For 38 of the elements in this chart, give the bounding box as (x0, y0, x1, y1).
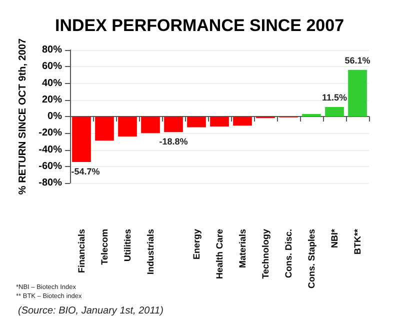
x-tick-label: NBI* (330, 228, 340, 248)
bar (164, 116, 183, 132)
x-tick-label: Cons. Staples (306, 229, 316, 289)
y-tick-label: -20% (38, 128, 62, 139)
bar (118, 116, 137, 136)
x-tick-label: BTK** (352, 228, 362, 255)
x-tick-label: Cons. Disc. (284, 229, 294, 278)
x-tick-label: Financials (76, 229, 86, 274)
bar (325, 106, 344, 116)
data-label: -18.8% (159, 136, 188, 147)
x-tick-label: Telecom (100, 229, 110, 265)
data-label: 56.1% (344, 55, 370, 66)
data-label: 11.5% (322, 92, 348, 102)
y-tick-label: 20% (42, 94, 62, 106)
x-tick-label: Energy (192, 229, 202, 260)
bar (233, 116, 252, 126)
bar (210, 116, 229, 126)
y-tick-label: 40% (42, 78, 62, 89)
text: (Source: BIO, January 1st, 2011) (18, 306, 164, 316)
y-tick-label: -40% (38, 144, 62, 156)
chart-title: INDEX PERFORMANCE SINCE 2007 (54, 16, 344, 35)
bar (348, 70, 367, 116)
x-tick-label: Utilities (122, 229, 132, 262)
bar (72, 116, 91, 162)
y-tick-label: -60% (38, 160, 62, 172)
y-tick-label: 60% (42, 61, 62, 72)
x-tick-label: Industrials (146, 229, 156, 275)
x-tick-label: Materials (238, 229, 248, 268)
bar (187, 116, 206, 128)
data-label: -54.7% (71, 166, 100, 176)
y-tick-label: 0% (48, 111, 62, 122)
y-tick-label: -80% (38, 178, 62, 188)
bar (95, 116, 114, 141)
y-tick-label: 80% (42, 44, 62, 56)
x-tick-label: Technology (260, 229, 270, 279)
bar (141, 116, 160, 134)
y-axis-title: % RETURN SINCE OCT 9th, 2007 (17, 38, 28, 195)
x-tick-label: Health Care (214, 229, 224, 280)
